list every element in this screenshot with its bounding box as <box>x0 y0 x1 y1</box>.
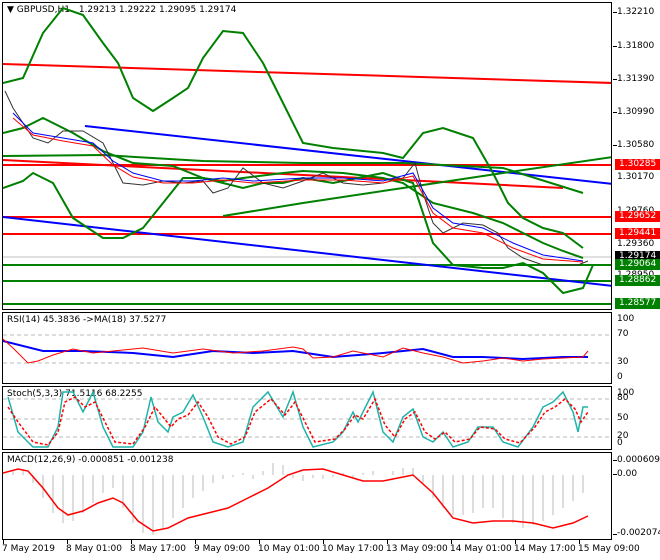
macd-axis: 0.000609 0.00 -0.002074 <box>613 452 660 540</box>
time-axis[interactable]: 7 May 2019 8 May 01:00 8 May 17:00 9 May… <box>0 540 660 560</box>
collapse-triangle-icon[interactable]: ▼ <box>7 5 14 15</box>
macd-label: MACD(12,26,9) -0.000851 -0.001238 <box>7 455 174 465</box>
rsi-label: RSI(14) 45.3836 ->MA(18) 37.5277 <box>7 315 167 325</box>
bollinger-lower <box>3 171 594 295</box>
stoch-signal-line <box>7 396 589 446</box>
rsi-axis: 100 70 30 0 <box>617 314 635 382</box>
tag-1.28577: 1.28577 <box>615 298 660 309</box>
tag-1.29064: 1.29064 <box>615 259 660 270</box>
chart-title: ▼ GBPUSD,H1 1.29213 1.29222 1.29095 1.29… <box>7 5 236 15</box>
green-rising-line <box>222 156 611 217</box>
macd-plot <box>3 463 589 535</box>
tag-1.29652: 1.29652 <box>615 211 660 222</box>
rsi-ma-line <box>3 340 588 361</box>
stoch-axis: 100 80 50 20 0 <box>617 388 635 448</box>
blue-channel-upper <box>84 125 611 185</box>
tag-1.28862: 1.28862 <box>615 275 660 286</box>
stoch-plot <box>3 389 611 448</box>
rsi-pane[interactable]: RSI(14) 45.3836 ->MA(18) 37.5277 <box>2 312 612 384</box>
macd-signal-line <box>3 468 589 532</box>
stoch-main-line <box>7 389 588 448</box>
tag-1.29441: 1.29441 <box>615 228 660 239</box>
macd-histogram <box>12 463 584 535</box>
rsi-line <box>3 338 589 364</box>
price-axis[interactable]: 1.32210 1.31800 1.31390 1.30990 1.30580 … <box>613 2 660 310</box>
price-path <box>4 90 589 266</box>
ohlc-values: 1.29213 1.29222 1.29095 1.29174 <box>78 5 237 15</box>
macd-pane[interactable]: MACD(12,26,9) -0.000851 -0.001238 <box>2 452 612 540</box>
bollinger-upper <box>3 6 584 249</box>
price-plot <box>3 6 611 305</box>
tag-1.30285: 1.30285 <box>615 159 660 170</box>
ma-blue <box>12 112 584 262</box>
rsi-plot <box>3 334 611 364</box>
resistance-trendline-top <box>3 63 611 84</box>
bollinger-middle <box>3 116 584 259</box>
stoch-pane[interactable]: Stoch(5,3,3) 71.5116 68.2255 <box>2 386 612 450</box>
ma-red <box>12 117 584 263</box>
symbol-label: GBPUSD,H1 <box>16 5 70 15</box>
blue-channel-lower <box>3 216 611 287</box>
main-chart-pane[interactable]: ▼ GBPUSD,H1 1.29213 1.29222 1.29095 1.29… <box>2 2 612 310</box>
tag-current-price: 1.29174 <box>615 251 660 262</box>
